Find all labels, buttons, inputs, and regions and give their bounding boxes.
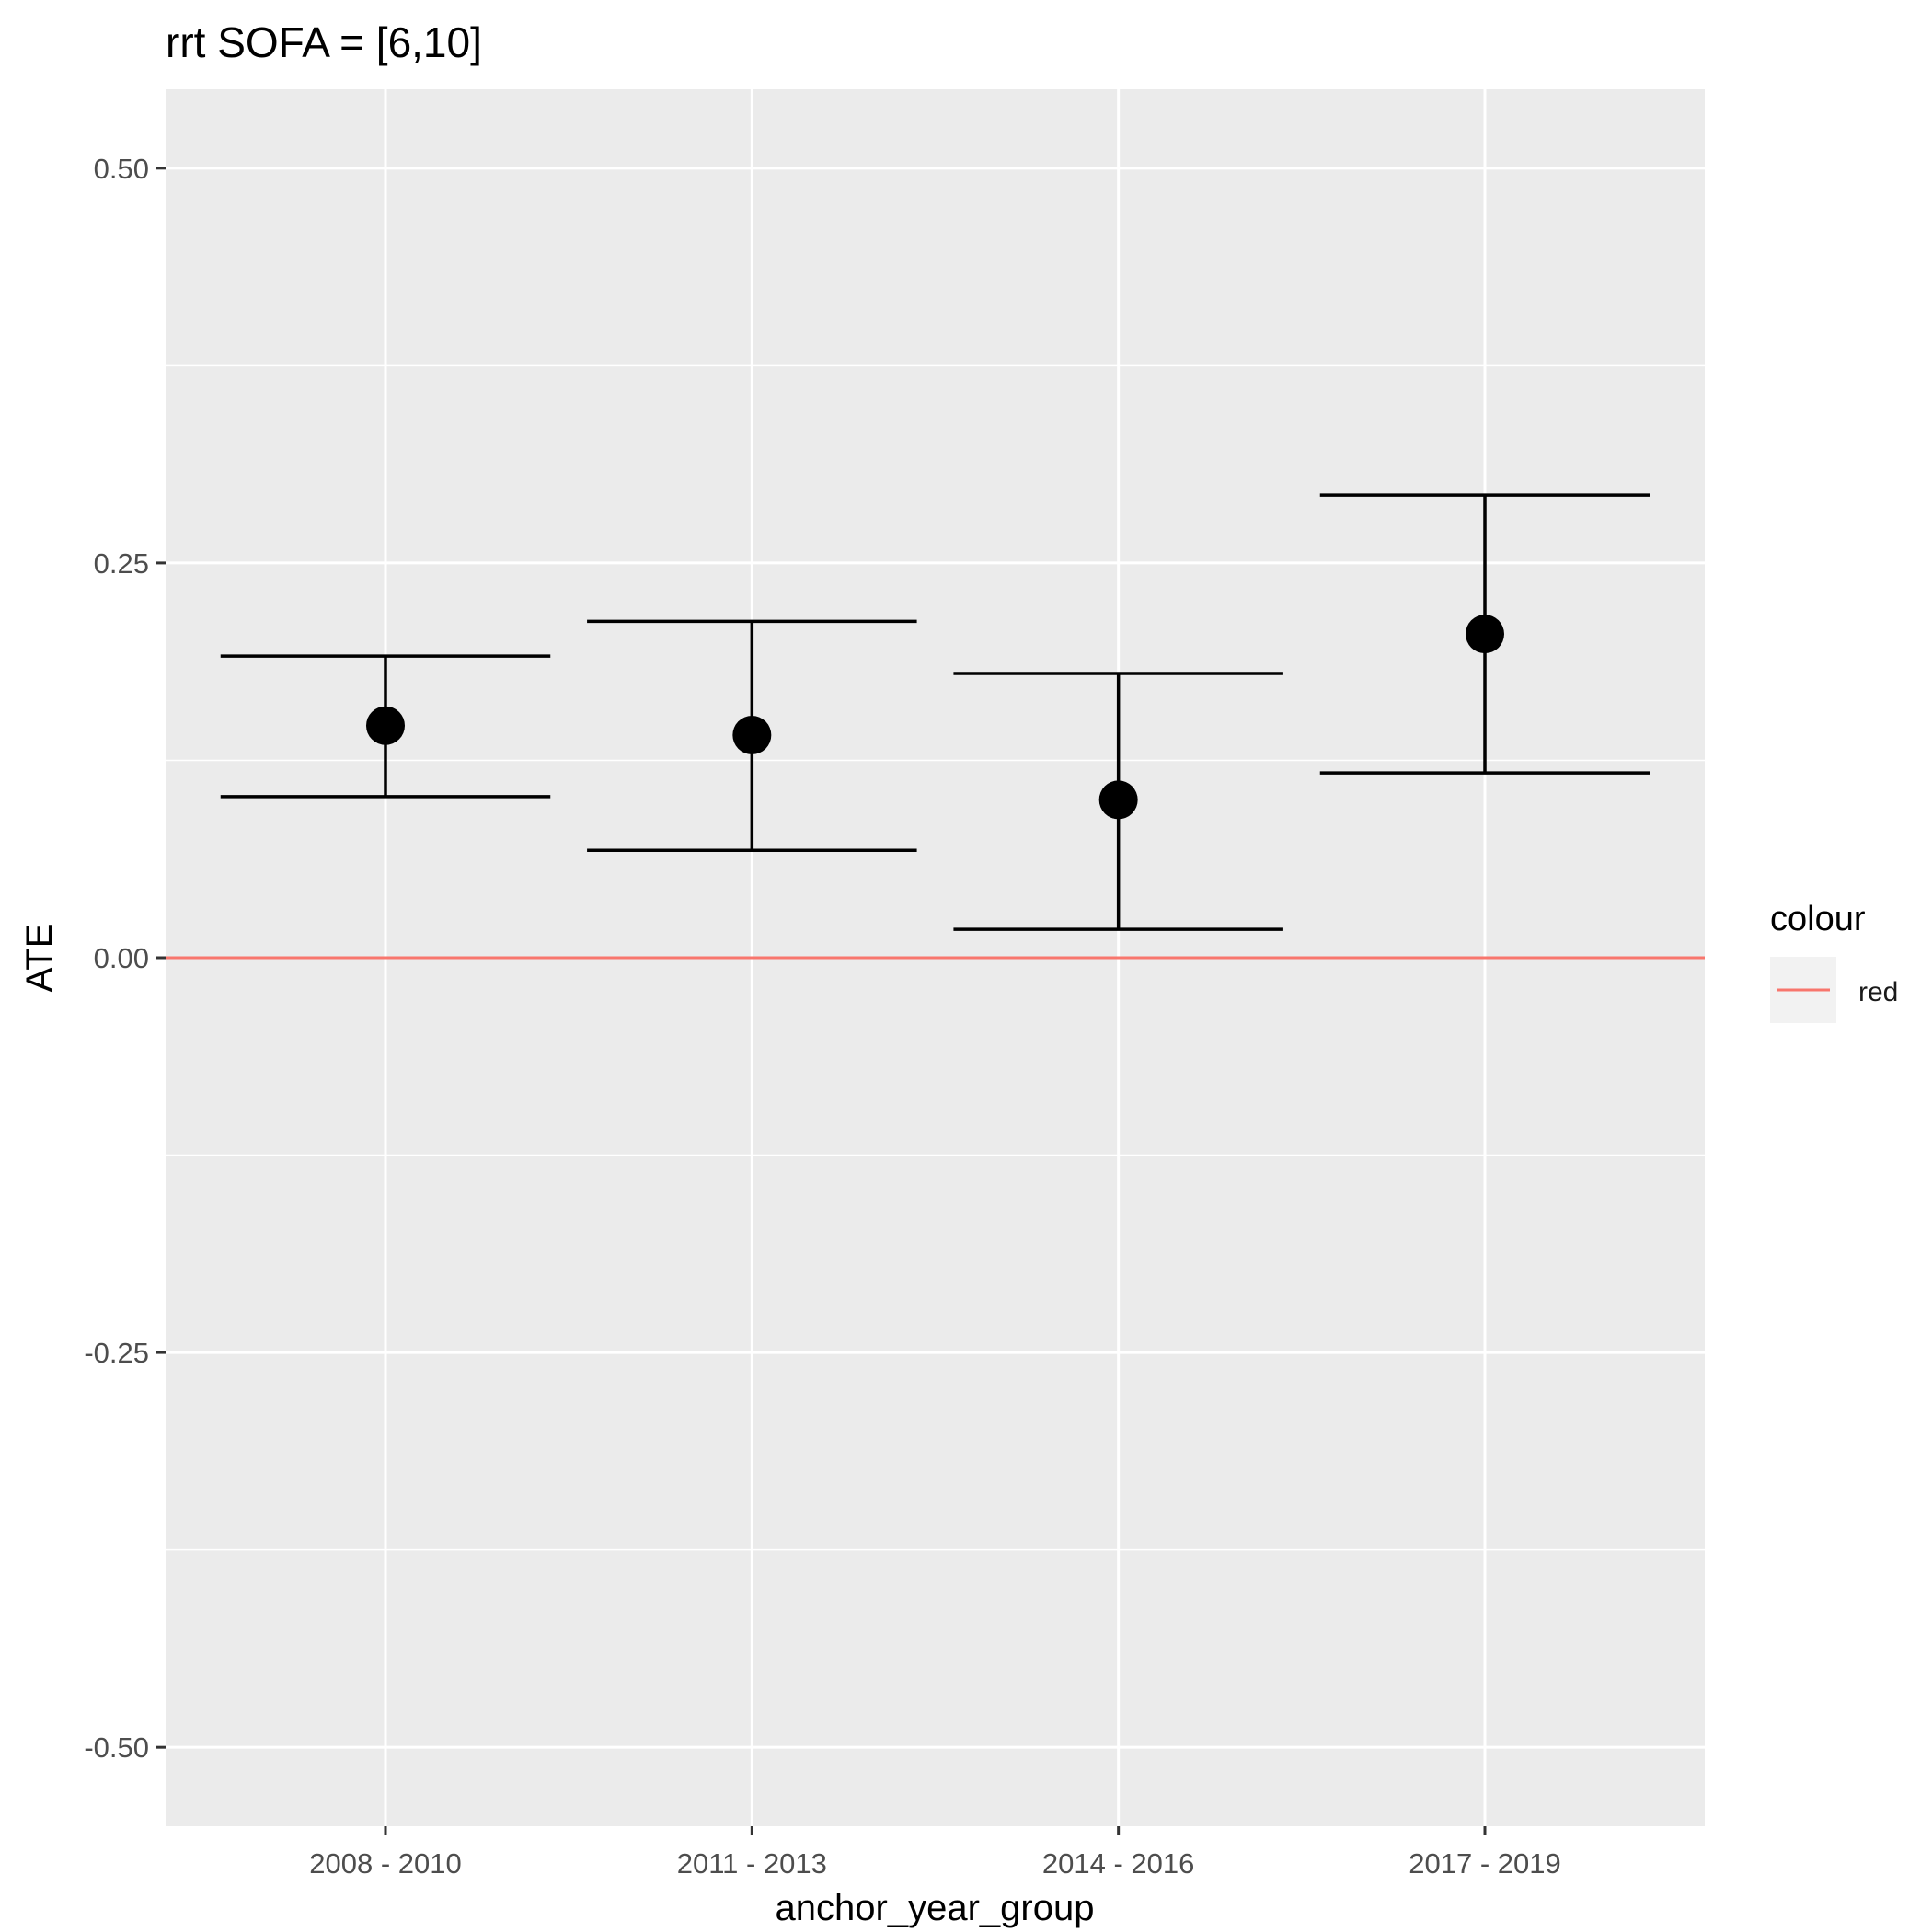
x-tick-label: 2011 - 2013 — [677, 1847, 827, 1880]
estimate-point — [1098, 780, 1138, 820]
x-tick-label: 2014 - 2016 — [1042, 1847, 1194, 1880]
x-axis: 2008 - 2010 2011 - 2013 2014 - 2016 2017 - … — [309, 1826, 1561, 1880]
y-tick-label: 0.00 — [94, 942, 149, 974]
legend-entry-red: red — [1858, 977, 1898, 1007]
legend: colour red — [1770, 900, 1898, 1023]
estimate-point — [366, 706, 405, 745]
y-tick-label: -0.25 — [84, 1337, 149, 1369]
estimate-point — [732, 715, 772, 754]
y-axis-title: ATE — [19, 924, 60, 993]
estimate-point — [1466, 615, 1504, 654]
y-tick-label: -0.50 — [84, 1731, 149, 1764]
x-tick-label: 2017 - 2019 — [1409, 1847, 1560, 1880]
x-tick-label: 2008 - 2010 — [309, 1847, 461, 1880]
y-tick-label: 0.25 — [94, 547, 149, 580]
legend-title: colour — [1770, 900, 1866, 938]
y-tick-label: 0.50 — [94, 153, 149, 185]
points — [366, 615, 1504, 820]
y-axis: 0.50 0.25 0.00 -0.25 -0.50 — [84, 153, 166, 1764]
chart-title: rrt SOFA = [6,10] — [166, 18, 482, 66]
x-axis-title: anchor_year_group — [776, 1888, 1095, 1928]
